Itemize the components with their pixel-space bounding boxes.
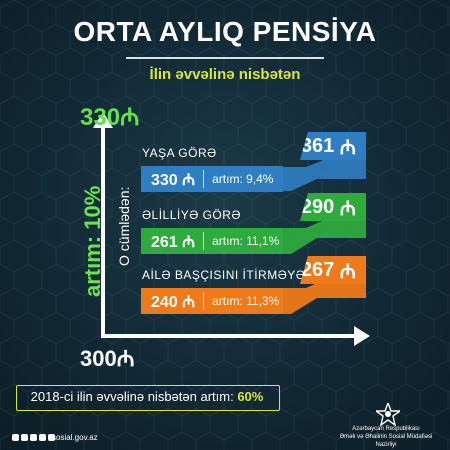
comparison-value: 60% <box>237 389 264 404</box>
bar-separator <box>203 292 205 310</box>
ministry-name-line1: Azərbaycan Respublikası <box>352 426 420 432</box>
manat-icon: ₼ <box>182 294 196 311</box>
youtube-icon[interactable] <box>48 434 55 441</box>
social-icons <box>12 434 55 441</box>
manat-icon: ₼ <box>339 260 356 283</box>
old-value-disability: 261 ₼ <box>141 230 195 252</box>
old-value-breadwinner: 240 ₼ <box>141 290 195 312</box>
new-value-tag-age: 361 ₼ <box>300 132 366 160</box>
website-link[interactable]: sosial.gov.az <box>52 433 98 442</box>
ministry-name: Azərbaycan Respublikası Əmək və Əhalinin… <box>330 425 442 449</box>
bar-separator <box>203 170 205 188</box>
growth-disability: artım: 11,1% <box>212 234 280 248</box>
comparison-box <box>16 385 280 411</box>
new-value-tag-disability: 290 ₼ <box>300 193 366 221</box>
manat-icon: ₼ <box>182 234 196 251</box>
old-value-bar-age: 330 ₼ artım: 9,4% <box>141 166 283 192</box>
comparison-text: 2018-ci ilin əvvəlinə nisbətən artım: 60… <box>16 389 278 404</box>
manat-icon: ₼ <box>339 136 356 159</box>
comparison-label: 2018-ci ilin əvvəlinə nisbətən artım: <box>30 389 234 404</box>
axis-bottom-number: 300 <box>80 346 117 371</box>
ministry-emblem-icon <box>376 403 400 427</box>
page-title: ORTA AYLIQ PENSİYA <box>73 16 377 47</box>
manat-icon: ₼ <box>120 104 140 131</box>
old-value-number-breadwinner: 240 <box>151 294 178 311</box>
manat-icon: ₼ <box>182 172 196 189</box>
axis-bottom-value: 300₼ <box>80 343 135 373</box>
old-value-bar-disability: 261 ₼ artım: 11,1% <box>141 228 283 254</box>
old-value-age: 330 ₼ <box>141 168 195 190</box>
manat-icon: ₼ <box>116 346 135 371</box>
old-value-bar-breadwinner: 240 ₼ artım: 11,3% <box>141 288 283 314</box>
axis-top-value: 330₼ <box>80 100 140 133</box>
growth-label: artım: 10% <box>80 185 105 297</box>
y-axis-arrow <box>93 112 113 128</box>
bar-separator <box>203 232 205 250</box>
instagram-icon[interactable] <box>12 434 19 441</box>
page-subtitle: İlin əvvəlinə nisbətən <box>149 66 301 83</box>
category-label-breadwinner: AİLƏ BAŞÇISINI İTİRMƏYƏ GÖRƏ <box>142 268 348 282</box>
new-value-disability: 290 <box>300 195 335 218</box>
x-axis-arrow <box>354 326 370 346</box>
category-label-age: YAŞA GÖRƏ <box>142 146 217 160</box>
manat-icon: ₼ <box>339 197 356 220</box>
growth-age: artım: 9,4% <box>212 172 274 186</box>
axis-top-number: 330 <box>80 104 121 131</box>
title-underline <box>126 57 324 59</box>
facebook-icon[interactable] <box>30 434 37 441</box>
twitter-icon[interactable] <box>39 434 46 441</box>
ministry-name-line2: Əmək və Əhalinin Sosial Müdafiəsi Nazirl… <box>339 434 433 448</box>
old-value-number-age: 330 <box>151 172 178 189</box>
new-value-tag-breadwinner: 267 ₼ <box>300 256 366 284</box>
new-value-age: 361 <box>300 134 335 157</box>
new-value-breadwinner: 267 <box>300 258 335 281</box>
growth-breadwinner: artım: 11,3% <box>212 294 280 308</box>
including-label: O cümlədən: <box>116 186 132 266</box>
old-value-number-disability: 261 <box>151 234 178 251</box>
flickr-icon[interactable] <box>21 434 28 441</box>
category-label-disability: ƏLİLLİYƏ GÖRƏ <box>142 208 241 222</box>
